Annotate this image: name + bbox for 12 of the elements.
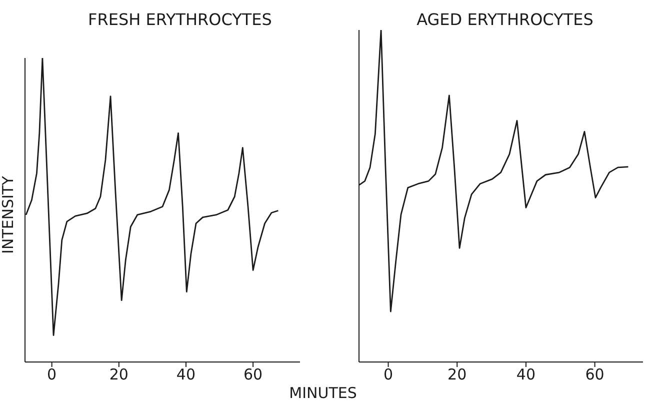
- x-tick-label: 60: [585, 366, 604, 384]
- x-tick-label: 0: [383, 366, 394, 384]
- x-axis-title: MINUTES: [288, 384, 358, 402]
- x-tick-label: 20: [109, 366, 128, 384]
- x-tick-label: 40: [516, 366, 536, 384]
- y-axis-title: INTENSITY: [0, 175, 17, 256]
- x-tick-label: 0: [47, 366, 57, 384]
- chart-title: AGED ERYTHROCYTES: [416, 10, 594, 29]
- chart-title: FRESH ERYTHROCYTES: [87, 10, 273, 29]
- x-tick-label: 60: [244, 366, 263, 384]
- x-tick-label: 20: [448, 366, 467, 384]
- x-tick-label: 40: [176, 366, 196, 384]
